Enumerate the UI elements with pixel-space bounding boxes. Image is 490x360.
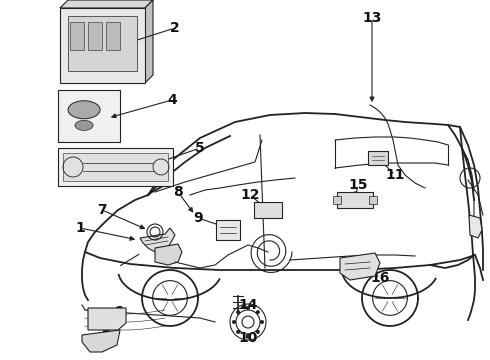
Bar — [70, 22, 84, 50]
Text: 9: 9 — [193, 211, 203, 225]
Text: 8: 8 — [173, 185, 183, 199]
Circle shape — [236, 310, 240, 314]
Text: 16: 16 — [370, 271, 390, 285]
Circle shape — [256, 310, 260, 314]
Polygon shape — [145, 0, 153, 83]
Polygon shape — [82, 330, 120, 352]
Bar — [333, 196, 341, 204]
Polygon shape — [140, 228, 175, 252]
Circle shape — [232, 320, 236, 324]
Bar — [369, 196, 377, 204]
Bar — [368, 151, 388, 165]
Circle shape — [260, 320, 264, 324]
Text: 4: 4 — [167, 93, 177, 107]
Bar — [106, 22, 120, 50]
Polygon shape — [88, 308, 126, 330]
Ellipse shape — [75, 120, 93, 130]
Text: 13: 13 — [362, 11, 382, 25]
Text: 11: 11 — [385, 168, 405, 182]
Bar — [88, 22, 102, 50]
Text: 1: 1 — [75, 221, 85, 235]
Text: 15: 15 — [348, 178, 368, 192]
Polygon shape — [340, 253, 380, 280]
Bar — [216, 220, 240, 240]
Bar — [58, 148, 173, 186]
Text: 7: 7 — [97, 203, 107, 217]
Bar — [58, 90, 120, 142]
Circle shape — [246, 306, 250, 310]
Circle shape — [236, 330, 240, 334]
Polygon shape — [469, 215, 482, 238]
Circle shape — [246, 334, 250, 338]
Bar — [68, 16, 137, 71]
Text: 10: 10 — [238, 331, 258, 345]
Bar — [60, 8, 145, 83]
Bar — [337, 192, 373, 208]
Ellipse shape — [68, 101, 100, 119]
Text: 12: 12 — [240, 188, 260, 202]
Circle shape — [256, 330, 260, 334]
Polygon shape — [60, 0, 153, 8]
Text: 14: 14 — [238, 298, 258, 312]
Text: 5: 5 — [195, 141, 205, 155]
Bar — [254, 202, 282, 218]
Text: 3: 3 — [100, 326, 110, 340]
Bar — [63, 153, 168, 181]
Polygon shape — [155, 244, 182, 265]
Text: 6: 6 — [113, 305, 123, 319]
Text: 2: 2 — [170, 21, 180, 35]
